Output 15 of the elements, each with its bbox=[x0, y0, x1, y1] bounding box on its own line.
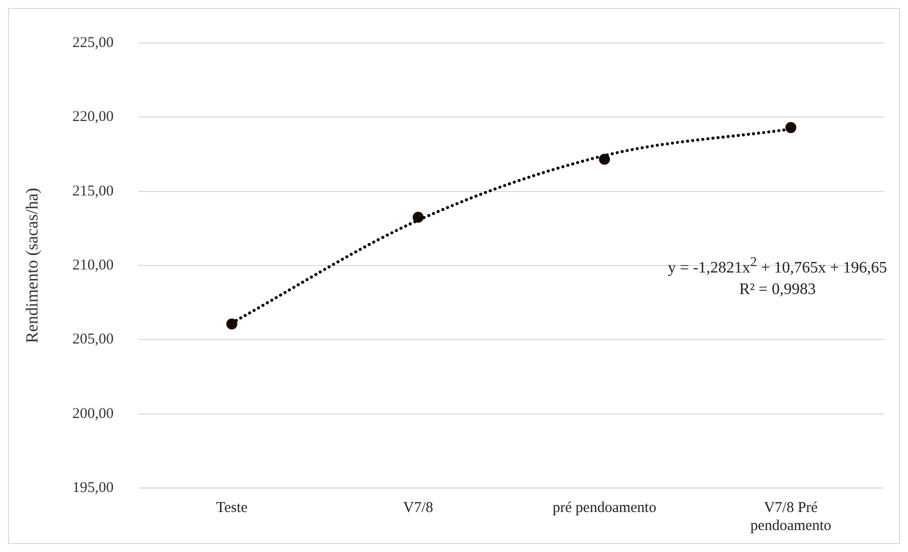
y-axis-title: Rendimento (sacas/ha) bbox=[22, 188, 42, 344]
y-tick-label: 215,00 bbox=[72, 183, 114, 200]
x-tick-label: pré pendoamento bbox=[552, 500, 656, 516]
y-tick-label: 225,00 bbox=[72, 34, 114, 51]
y-tick-label: 205,00 bbox=[72, 332, 114, 348]
annotation: y = -1,2821x$^{2}$ + 10,765x + 196,65 bbox=[668, 253, 887, 278]
y-tick-label: 195,00 bbox=[72, 480, 114, 496]
y-tick-label: 220,00 bbox=[72, 109, 114, 126]
point bbox=[598, 154, 610, 165]
y-tick-label: 200,00 bbox=[72, 406, 114, 422]
x-tick-label: Teste bbox=[216, 500, 248, 516]
annotation: R² = 0,9983 bbox=[738, 280, 817, 300]
x-tick-label: V7/8 bbox=[403, 500, 434, 516]
x-tick-label: V7/8 Pré pendoamento bbox=[750, 500, 832, 534]
y-tick-label: 210,00 bbox=[72, 257, 114, 274]
